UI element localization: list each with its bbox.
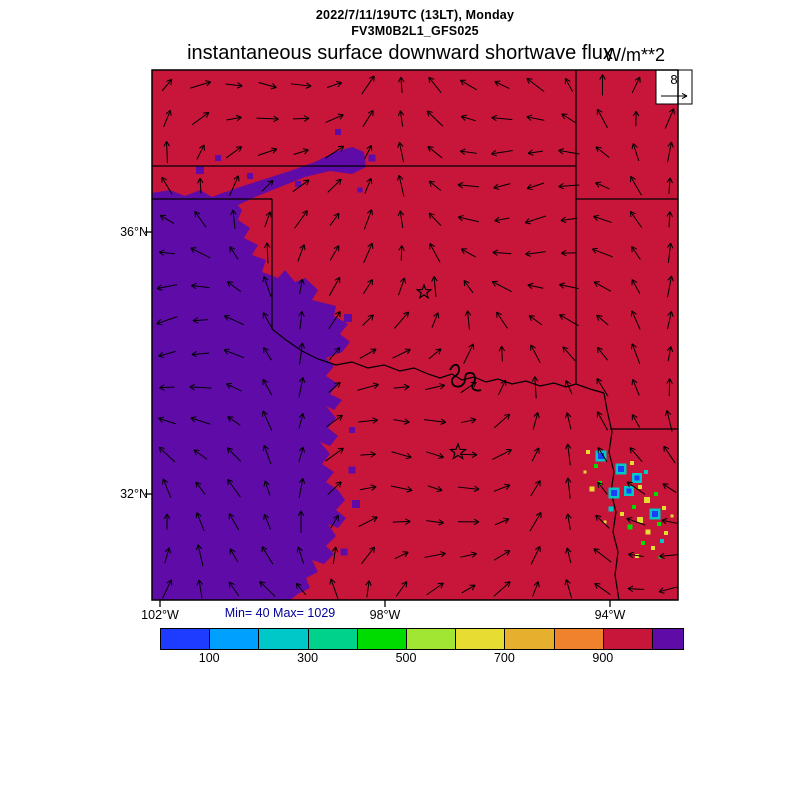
colorbar-segment	[554, 629, 604, 649]
axis-ticks	[145, 231, 611, 607]
city-star-marker	[415, 283, 433, 300]
min-max-label: Min= 40 Max= 1029	[224, 606, 336, 620]
colorbar-tick-label: 100	[198, 651, 220, 665]
colorbar-tick-label: 900	[592, 651, 614, 665]
colorbar-segment	[357, 629, 407, 649]
low-flux-cells	[583, 450, 674, 559]
colorbar-segment	[406, 629, 457, 649]
lat-tick-label: 36°N	[120, 225, 148, 239]
model-heading: FV3M0B2L1_GFS025	[351, 24, 479, 38]
lon-tick-label: 102°W	[141, 608, 179, 622]
map-layers	[152, 70, 678, 600]
lat-tick-label: 32°N	[120, 487, 148, 501]
colorbar-segment	[456, 629, 506, 649]
datetime-heading: 2022/7/11/19UTC (13LT), Monday	[315, 8, 515, 22]
colorbar-segment	[603, 629, 653, 649]
state-borders	[152, 70, 678, 600]
colorbar-segment	[308, 629, 358, 649]
wind-arrows	[156, 74, 678, 600]
colorbar-segment	[505, 629, 555, 649]
plot-title: instantaneous surface downward shortwave…	[187, 42, 613, 64]
reference-vector-arrow	[661, 92, 688, 100]
reference-vector-label: 8	[670, 72, 677, 87]
lon-tick-label: 98°W	[369, 608, 401, 622]
colorbar-segment	[259, 629, 309, 649]
colorbar-segment	[652, 629, 683, 649]
colorbar-tick-label: 300	[297, 651, 319, 665]
colorbar-segment	[210, 629, 260, 649]
lon-tick-label: 94°W	[594, 608, 626, 622]
colorbar-tick-label: 500	[395, 651, 417, 665]
colorbar-tick-label: 700	[493, 651, 515, 665]
colorbar	[160, 628, 684, 650]
reference-vector-box: 8	[655, 69, 693, 105]
red-river	[271, 328, 605, 394]
units-label: W/m**2	[604, 45, 666, 65]
map-frame	[151, 69, 679, 601]
city-star-marker	[448, 442, 468, 460]
colorbar-segment	[161, 629, 211, 649]
